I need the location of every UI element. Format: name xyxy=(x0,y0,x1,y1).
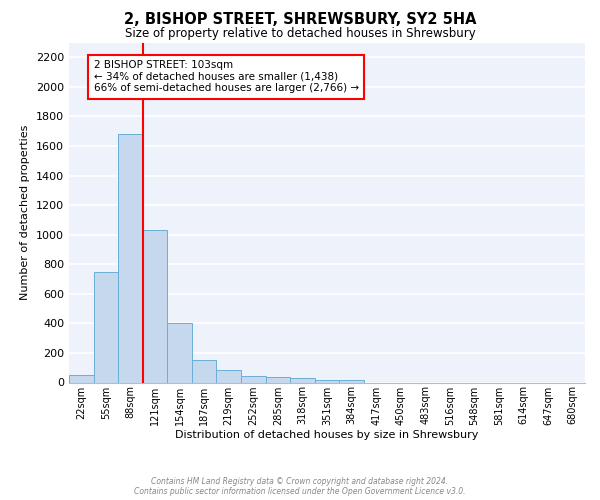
Bar xyxy=(217,370,241,382)
Bar xyxy=(192,360,217,382)
Bar xyxy=(118,134,143,382)
Bar xyxy=(339,380,364,382)
Bar xyxy=(315,380,339,382)
Bar xyxy=(290,378,315,382)
Bar xyxy=(167,322,192,382)
Bar xyxy=(266,377,290,382)
Text: 2 BISHOP STREET: 103sqm
← 34% of detached houses are smaller (1,438)
66% of semi: 2 BISHOP STREET: 103sqm ← 34% of detache… xyxy=(94,60,359,94)
Bar xyxy=(69,375,94,382)
Text: 2, BISHOP STREET, SHREWSBURY, SY2 5HA: 2, BISHOP STREET, SHREWSBURY, SY2 5HA xyxy=(124,12,476,28)
Bar xyxy=(143,230,167,382)
Text: Size of property relative to detached houses in Shrewsbury: Size of property relative to detached ho… xyxy=(125,28,475,40)
Text: Contains HM Land Registry data © Crown copyright and database right 2024.
Contai: Contains HM Land Registry data © Crown c… xyxy=(134,476,466,496)
Bar xyxy=(94,272,118,382)
Y-axis label: Number of detached properties: Number of detached properties xyxy=(20,125,31,300)
Bar xyxy=(241,376,266,382)
X-axis label: Distribution of detached houses by size in Shrewsbury: Distribution of detached houses by size … xyxy=(175,430,479,440)
